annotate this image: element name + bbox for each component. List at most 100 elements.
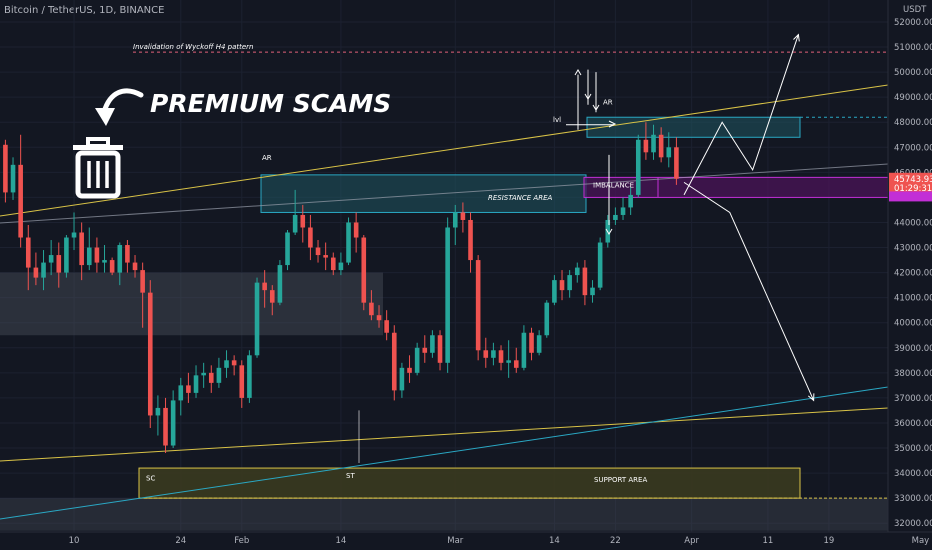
candle-body xyxy=(239,365,245,398)
candle-body xyxy=(468,219,473,261)
projection-down-arrowhead xyxy=(807,393,815,402)
x-tick-label: 19 xyxy=(823,536,834,546)
candle-body xyxy=(25,237,31,268)
candle-body xyxy=(422,347,428,353)
candle-body xyxy=(361,237,367,303)
y-tick-label: 44000.00 xyxy=(894,218,932,228)
candle-body xyxy=(208,372,214,383)
y-tick-label: 47000.00 xyxy=(894,143,932,153)
y-tick-label: 43000.00 xyxy=(894,244,932,254)
candle-body xyxy=(376,315,382,321)
candle-body xyxy=(125,245,130,263)
ar-box xyxy=(586,116,801,138)
lvl-label: lvl xyxy=(553,116,561,124)
trash-handle-icon xyxy=(86,137,110,148)
y-tick-label: 48000.00 xyxy=(894,118,932,128)
candle-body xyxy=(353,222,359,238)
candle-body xyxy=(483,350,489,358)
candle-body xyxy=(277,265,283,303)
candle-body xyxy=(79,232,84,266)
candle-body xyxy=(399,367,405,391)
x-tick-label: 14 xyxy=(335,536,346,546)
curved-arrow-icon xyxy=(101,88,144,115)
candle-body xyxy=(582,267,588,296)
candle-body xyxy=(308,227,313,248)
candle-body xyxy=(140,270,145,293)
resistance-area-label: RESISTANCE AREA xyxy=(488,194,553,202)
candle-body xyxy=(247,355,252,398)
candle-body xyxy=(155,407,161,416)
curved-arrow-head-icon xyxy=(95,108,115,126)
candle-body xyxy=(635,139,641,195)
x-tick-label: 14 xyxy=(549,536,560,546)
candle-body xyxy=(71,232,77,238)
countdown-label: 01:29:31 xyxy=(894,184,932,194)
candle-body xyxy=(407,367,412,373)
candle-body xyxy=(597,242,603,288)
candle-body xyxy=(33,267,39,278)
ar-right-label: AR xyxy=(603,99,613,107)
candle-body xyxy=(48,255,54,263)
x-tick-label: Feb xyxy=(234,536,249,546)
resistance-area-box xyxy=(260,174,587,213)
candle-body xyxy=(193,375,199,393)
candle-body xyxy=(3,144,8,193)
candle-body xyxy=(346,222,351,263)
candle-body xyxy=(643,139,649,153)
candle-body xyxy=(94,247,100,263)
upper-trendline xyxy=(0,84,889,217)
imbalance-price-tag xyxy=(889,191,932,202)
candle-body xyxy=(64,237,69,273)
grey-trendline xyxy=(0,163,889,224)
x-tick-label: Apr xyxy=(684,536,699,546)
candle-body xyxy=(254,282,260,356)
x-tick-label: 10 xyxy=(69,536,80,546)
candle-body xyxy=(506,360,511,363)
y-tick-label: 36000.00 xyxy=(894,419,932,429)
candle-body xyxy=(216,367,222,383)
candle-body xyxy=(102,260,107,263)
projection-up-arrowhead xyxy=(793,33,800,42)
bottom-box xyxy=(0,498,888,531)
candle-body xyxy=(445,227,450,363)
candle-body xyxy=(262,282,267,291)
candle-body xyxy=(628,194,633,208)
candle-body xyxy=(163,407,168,446)
y-tick-label: 50000.00 xyxy=(894,68,932,78)
candle-body xyxy=(369,302,374,316)
candle-body xyxy=(292,214,298,233)
candle-body xyxy=(475,260,481,351)
price-axis xyxy=(888,0,932,550)
candle-body xyxy=(109,260,115,273)
support-area-label: SUPPORT AREA xyxy=(594,476,647,484)
y-tick-label: 34000.00 xyxy=(894,469,932,479)
candle-body xyxy=(323,255,328,258)
candle-body xyxy=(414,347,420,373)
candle-body xyxy=(86,247,92,266)
candle-body xyxy=(513,360,519,368)
trash-can-icon xyxy=(75,150,121,199)
y-tick-label: 52000.00 xyxy=(894,18,932,28)
y-tick-label: 51000.00 xyxy=(894,43,932,53)
y-tick-label: 41000.00 xyxy=(894,294,932,304)
y-tick-label: 39000.00 xyxy=(894,344,932,354)
candle-body xyxy=(536,335,542,353)
candle-body xyxy=(498,350,504,363)
candle-body xyxy=(315,247,321,256)
candle-body xyxy=(117,245,123,273)
candle-body xyxy=(658,134,664,158)
y-tick-label: 35000.00 xyxy=(894,444,932,454)
candle-body xyxy=(178,385,184,401)
y-tick-label: 33000.00 xyxy=(894,494,932,504)
candle-body xyxy=(574,267,580,276)
candle-body xyxy=(41,262,46,278)
candle-body xyxy=(651,134,656,153)
y-tick-label: 32000.00 xyxy=(894,519,932,529)
candle-body xyxy=(285,232,290,266)
chart-title: Bitcoin / TetherUS, 1D, BINANCE xyxy=(4,5,165,16)
y-tick-label: 49000.00 xyxy=(894,93,932,103)
st-label: ST xyxy=(346,472,355,480)
currency-label: USDT xyxy=(903,5,927,15)
candle-body xyxy=(338,262,344,271)
